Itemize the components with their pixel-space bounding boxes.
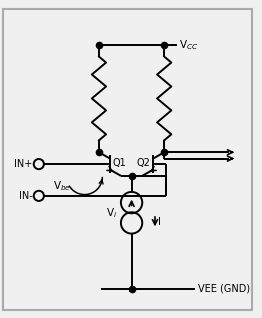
Text: I: I — [157, 217, 161, 227]
Text: IN-: IN- — [19, 191, 32, 201]
Text: IN+: IN+ — [14, 159, 32, 169]
Text: Q1: Q1 — [113, 158, 126, 168]
Text: V$_{be}$: V$_{be}$ — [53, 179, 71, 193]
Text: V$_i$: V$_i$ — [106, 206, 117, 220]
Text: Q2: Q2 — [137, 158, 151, 168]
Text: V$_{CC}$: V$_{CC}$ — [179, 38, 199, 52]
Text: VEE (GND): VEE (GND) — [198, 284, 250, 294]
